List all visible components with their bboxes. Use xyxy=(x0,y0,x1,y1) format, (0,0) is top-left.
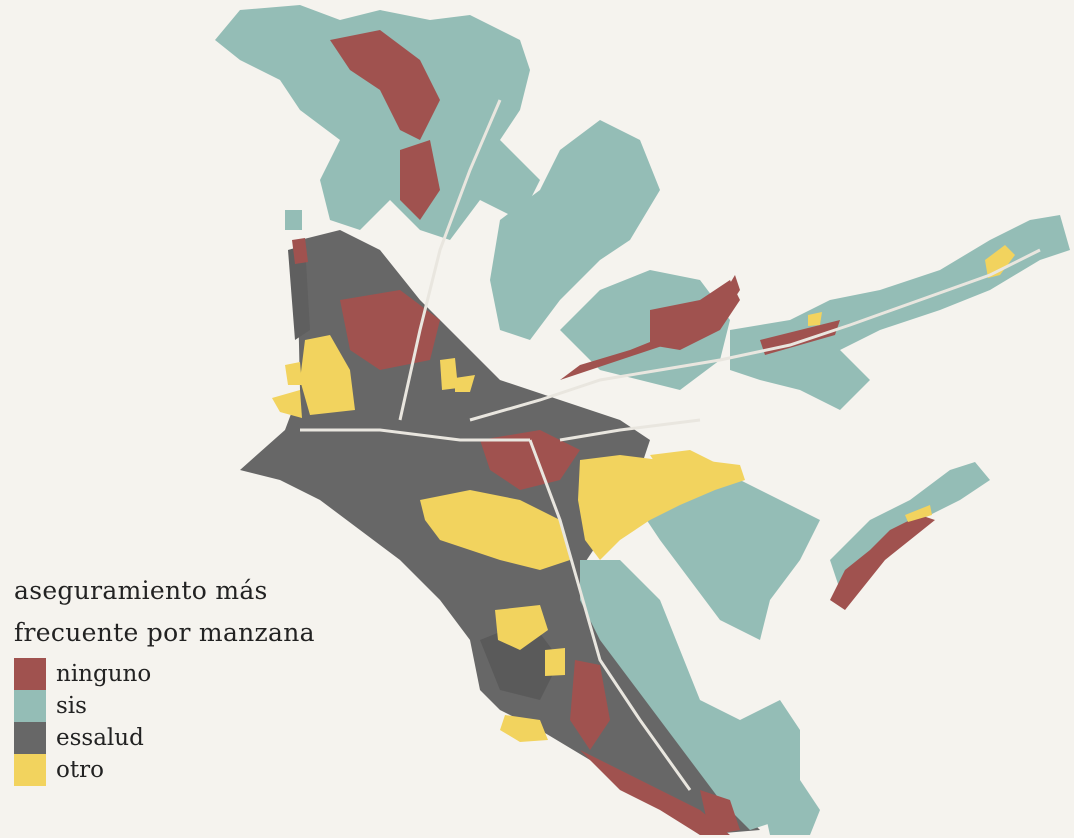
legend-swatch-ninguno xyxy=(14,658,46,690)
ninguno-coast xyxy=(580,750,730,835)
otro-callao-small xyxy=(272,390,302,418)
legend-label-otro: otro xyxy=(56,757,104,783)
otro-southwest xyxy=(500,715,548,742)
ninguno-south-2 xyxy=(700,790,740,835)
ninguno-south-1 xyxy=(570,660,610,750)
otro-east-branch xyxy=(905,505,932,522)
legend-item-essalud: essalud xyxy=(14,722,374,754)
map-legend: aseguramiento más frecuente por manzana … xyxy=(14,570,374,786)
sis-coast-south xyxy=(760,780,820,835)
legend-label-sis: sis xyxy=(56,693,87,719)
road-central-east xyxy=(559,418,701,442)
essalud-west-strip xyxy=(288,245,310,340)
otro-rimac-end xyxy=(985,245,1015,278)
sis-north-cone xyxy=(215,5,540,240)
legend-swatch-otro xyxy=(14,754,46,786)
road-west-east xyxy=(300,428,530,442)
legend-swatch-sis xyxy=(14,690,46,722)
otro-surco xyxy=(578,455,745,560)
ninguno-east-branch xyxy=(830,515,935,610)
road-rimac-river xyxy=(469,248,1041,422)
otro-barranco xyxy=(495,605,548,650)
otro-callao-north xyxy=(285,362,302,385)
sis-southeast xyxy=(640,470,820,640)
otro-surco-north xyxy=(650,450,720,472)
legend-label-essalud: essalud xyxy=(56,725,144,751)
region-sis xyxy=(215,5,1070,835)
otro-rimac-mid xyxy=(808,312,822,326)
road-panamericana-north xyxy=(398,99,502,421)
otro-center-1 xyxy=(440,358,458,390)
otro-chorrillos xyxy=(545,648,565,676)
ninguno-north-1 xyxy=(330,30,440,140)
road-panamericana-south xyxy=(528,439,692,791)
otro-center-2 xyxy=(455,375,475,392)
legend-item-ninguno: ninguno xyxy=(14,658,374,690)
otro-callao-airport xyxy=(300,335,355,415)
legend-label-ninguno: ninguno xyxy=(56,661,152,687)
legend-item-otro: otro xyxy=(14,754,374,786)
ninguno-central xyxy=(480,430,580,490)
legend-item-sis: sis xyxy=(14,690,374,722)
sis-east-hills xyxy=(490,120,660,340)
road-network xyxy=(300,99,1041,791)
legend-title-line1: aseguramiento más xyxy=(14,576,268,605)
ninguno-west xyxy=(292,238,308,264)
legend-swatch-essalud xyxy=(14,722,46,754)
sis-west-patch xyxy=(285,210,302,230)
legend-title: aseguramiento más frecuente por manzana xyxy=(14,570,374,654)
ninguno-rimac-1 xyxy=(650,280,740,350)
ninguno-north-2 xyxy=(400,140,440,220)
sis-south-hills xyxy=(580,560,800,830)
otro-miraflores xyxy=(420,490,570,570)
region-otro xyxy=(272,245,1015,742)
sis-rimac-valley xyxy=(730,215,1070,410)
legend-title-line2: frecuente por manzana xyxy=(14,618,315,647)
